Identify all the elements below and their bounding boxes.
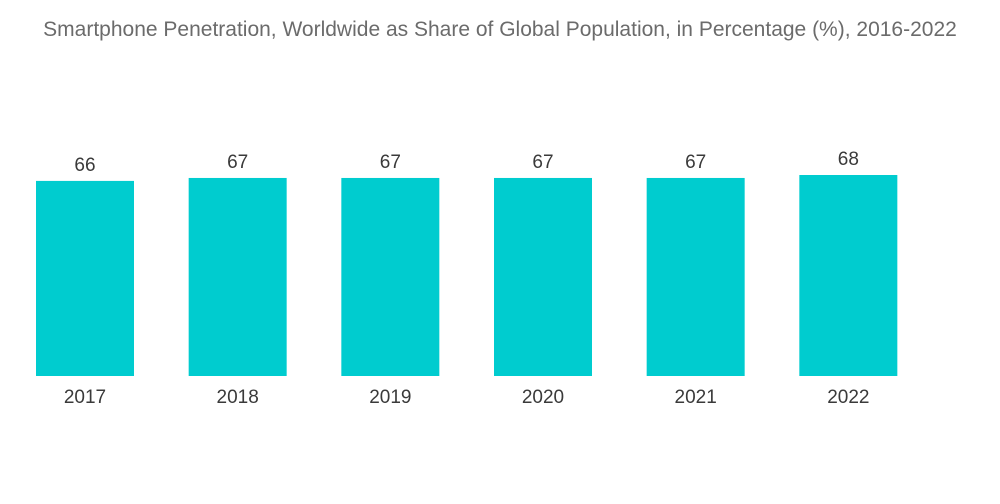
data-label-2018: 67 [227, 152, 248, 173]
bar-2018 [188, 177, 287, 376]
data-label-2019: 67 [380, 152, 401, 173]
x-tick-label-2019: 2019 [369, 387, 411, 408]
x-tick-label-2021: 2021 [675, 387, 717, 408]
x-tick-label-2017: 2017 [64, 387, 106, 408]
chart-title: Smartphone Penetration, Worldwide as Sha… [43, 18, 957, 41]
bar-2021 [646, 177, 745, 376]
bar-2020 [494, 177, 592, 376]
x-tick-label-2022: 2022 [827, 387, 869, 408]
x-tick-label-2020: 2020 [522, 387, 564, 408]
data-label-2020: 67 [532, 152, 553, 173]
data-label-2021: 67 [685, 152, 706, 173]
x-axis-tick-labels: 2017 2018 2019 2020 2021 2022 [64, 387, 870, 408]
value-labels-layer: 66 67 67 67 67 68 [74, 149, 858, 176]
bars-layer [36, 175, 898, 376]
x-tick-label-2018: 2018 [217, 387, 259, 408]
bar-2019 [341, 177, 440, 376]
data-label-2017: 66 [74, 155, 95, 176]
data-label-2022: 68 [838, 149, 859, 170]
bar-2017 [36, 180, 134, 376]
bar-2022 [799, 175, 898, 376]
